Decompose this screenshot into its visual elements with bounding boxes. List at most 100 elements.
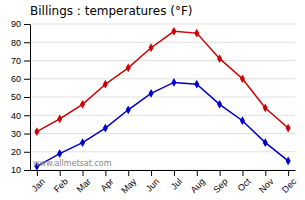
tick-mark xyxy=(288,170,289,176)
tick: Mar xyxy=(75,170,93,194)
marker xyxy=(171,78,176,87)
tick-mark xyxy=(24,97,30,98)
y-axis: 10 20 30 40 50 60 70 80 90 xyxy=(11,19,31,175)
tick-label: 20 xyxy=(11,147,21,157)
tick: Sep xyxy=(211,170,229,195)
tick-label: Aug xyxy=(189,176,207,194)
marker xyxy=(263,104,268,113)
tick-mark xyxy=(60,170,61,176)
marker xyxy=(34,127,39,136)
tick: Jun xyxy=(144,170,161,194)
tick: Dec xyxy=(280,170,299,195)
marker xyxy=(103,80,108,89)
tick: Jan xyxy=(30,170,47,194)
tick: 20 xyxy=(11,147,30,157)
marker xyxy=(194,29,199,38)
tick: Feb xyxy=(52,170,70,194)
tick: Oct xyxy=(236,170,253,193)
tick-mark xyxy=(24,152,30,153)
tick-label: Jun xyxy=(144,176,161,193)
tick: 80 xyxy=(11,38,30,48)
tick-mark xyxy=(105,170,106,176)
tick-label: Sep xyxy=(211,176,229,194)
tick-label: Feb xyxy=(52,176,70,194)
tick-mark xyxy=(220,170,221,176)
tick-mark xyxy=(197,170,198,176)
tick-label: Jul xyxy=(169,176,184,191)
tick-label: 40 xyxy=(11,111,21,121)
marker xyxy=(103,124,108,133)
tick: 70 xyxy=(11,56,30,66)
grid-line xyxy=(30,115,295,116)
tick-label: Oct xyxy=(236,176,253,193)
marker xyxy=(57,115,62,124)
tick-mark xyxy=(128,170,129,176)
grid-line xyxy=(30,42,295,43)
tick-mark xyxy=(265,170,266,176)
tick: Apr xyxy=(99,170,116,193)
marker xyxy=(263,138,268,147)
tick-mark xyxy=(242,170,243,176)
tick: 10 xyxy=(11,165,30,175)
marker xyxy=(80,138,85,147)
tick-label: Jan xyxy=(30,176,47,193)
marker xyxy=(217,100,222,109)
tick-label: Dec xyxy=(280,176,299,195)
grid xyxy=(30,24,295,170)
marker xyxy=(217,54,222,63)
tick-label: 10 xyxy=(11,165,21,175)
tick-label: 50 xyxy=(11,92,21,102)
tick: 60 xyxy=(11,74,30,84)
tick-label: 80 xyxy=(11,38,21,48)
tick: 90 xyxy=(11,19,30,29)
grid-line xyxy=(30,151,295,152)
tick-label: May xyxy=(119,176,138,195)
tick-label: 30 xyxy=(11,129,21,139)
tick-label: Mar xyxy=(75,176,93,194)
tick-mark xyxy=(83,170,84,176)
tick: Jul xyxy=(169,170,184,192)
axis-line xyxy=(31,170,296,171)
marker xyxy=(240,74,245,83)
tick-mark xyxy=(24,115,30,116)
marker xyxy=(126,63,131,72)
tick: Nov xyxy=(257,170,276,195)
grid-line xyxy=(30,170,295,171)
tick-mark xyxy=(24,42,30,43)
tick: Aug xyxy=(189,170,207,195)
annotation: www.allmetsat.com xyxy=(33,159,112,168)
tick-label: Apr xyxy=(99,176,116,193)
tick-label: 70 xyxy=(11,56,21,66)
line xyxy=(37,82,288,166)
marker xyxy=(126,105,131,114)
marker xyxy=(80,100,85,109)
grid-line xyxy=(30,97,295,98)
marker xyxy=(286,157,291,166)
tick-mark xyxy=(24,134,30,135)
marker xyxy=(149,89,154,98)
plot: 10 20 30 40 50 60 70 80 90 Jan Feb Mar AprMay Jun Jul A… xyxy=(11,19,299,195)
chart: Billings : temperatures (°F) 10 20 30 40 50 60… xyxy=(0,0,305,200)
marker xyxy=(286,124,291,133)
marker xyxy=(171,27,176,36)
marker xyxy=(194,80,199,89)
grid-line xyxy=(30,24,295,25)
tick-label: Nov xyxy=(257,176,276,195)
tick-mark xyxy=(37,170,38,176)
title: Billings : temperatures (°F) xyxy=(30,4,192,18)
markers xyxy=(34,27,290,136)
tick: May xyxy=(119,170,138,196)
x-axis: Jan Feb Mar AprMay Jun Jul AugSep OctNovDec xyxy=(30,170,299,196)
tick-mark xyxy=(174,170,175,176)
tick-mark xyxy=(24,61,30,62)
grid-line xyxy=(30,78,295,79)
axis-line xyxy=(30,25,31,171)
tick: 50 xyxy=(11,92,30,102)
grid-line xyxy=(30,60,295,61)
line xyxy=(37,31,288,131)
marks xyxy=(34,27,290,170)
tick-mark xyxy=(24,79,30,80)
tick: 30 xyxy=(11,129,30,139)
markers xyxy=(34,78,290,170)
marker xyxy=(57,149,62,158)
